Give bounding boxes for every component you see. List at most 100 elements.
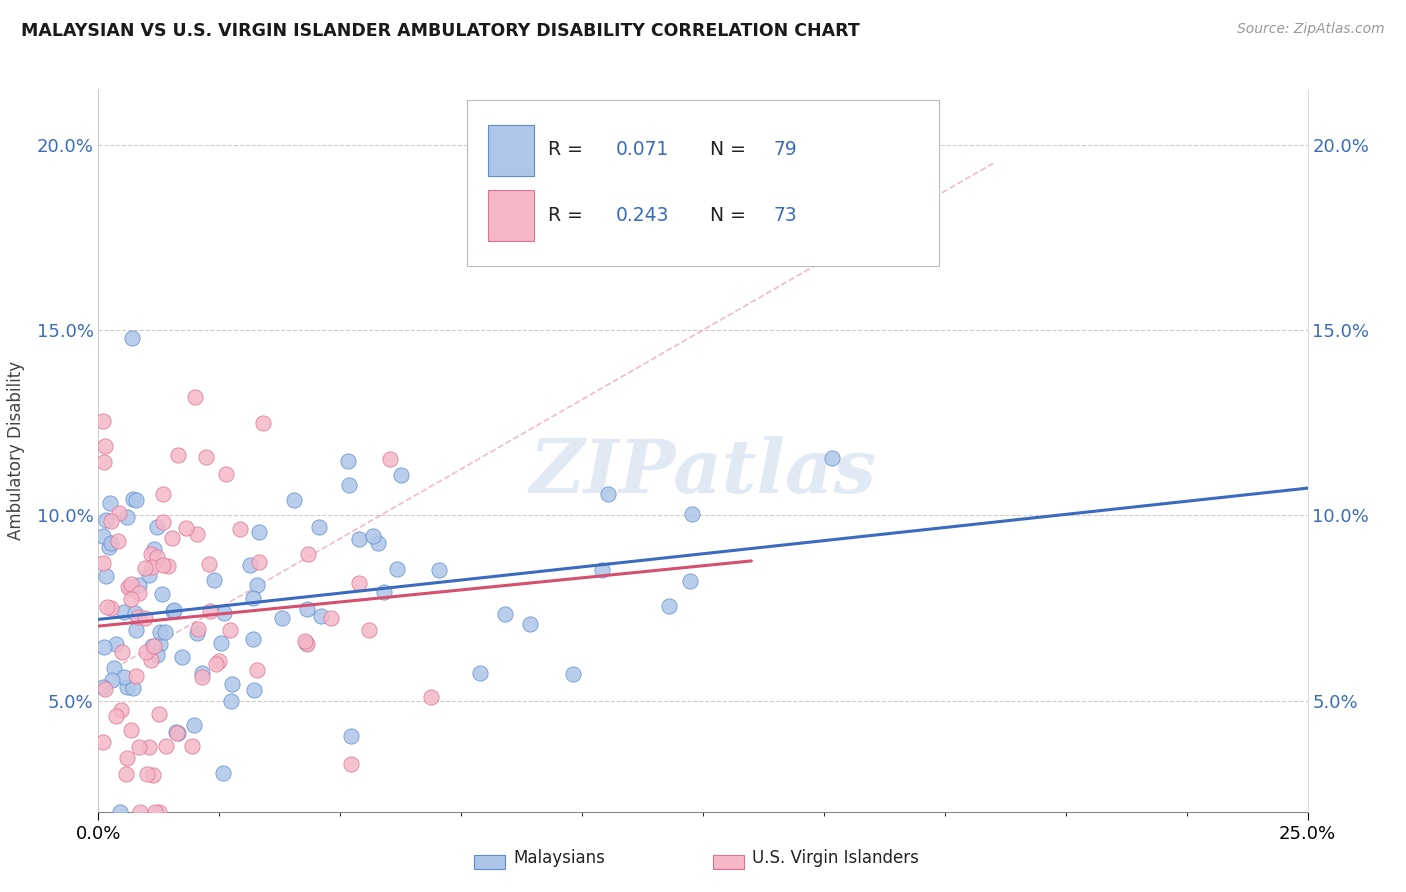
Point [340,757,363,772]
Point [385,562,408,576]
Point [214,606,236,620]
Point [308,519,330,533]
Point [170,650,193,665]
Point [165,725,187,739]
Text: Source: ZipAtlas.com: Source: ZipAtlas.com [1237,22,1385,37]
Point [295,636,318,650]
Point [139,547,162,561]
Point [108,506,131,520]
Point [103,661,125,675]
Point [135,644,157,658]
Point [821,450,844,465]
Point [658,599,681,613]
Point [122,491,145,506]
Point [283,492,305,507]
Point [215,467,238,482]
Point [321,611,343,625]
Point [427,563,450,577]
Point [347,532,370,546]
Point [143,542,166,557]
Text: ZIPatlas: ZIPatlas [530,436,876,508]
Point [596,487,619,501]
Point [156,559,179,574]
Point [519,617,541,632]
Point [120,576,142,591]
Point [340,729,363,743]
Point [98,496,121,510]
Text: MALAYSIAN VS U.S. VIRGIN ISLANDER AMBULATORY DISABILITY CORRELATION CHART: MALAYSIAN VS U.S. VIRGIN ISLANDER AMBULA… [21,22,860,40]
Point [138,739,160,754]
Point [134,561,156,575]
Point [162,532,184,546]
Point [311,609,333,624]
Point [100,536,122,550]
Point [166,726,188,740]
Point [150,587,173,601]
Point [183,390,205,404]
Text: N =: N = [710,206,752,225]
Point [148,805,170,819]
FancyBboxPatch shape [488,126,534,176]
Point [91,680,114,694]
Point [297,547,319,561]
Point [243,683,266,698]
Point [297,637,319,651]
Point [142,767,165,781]
Point [100,673,122,687]
Point [681,507,703,521]
Point [219,694,242,708]
Point [104,709,127,723]
Point [145,520,167,534]
Point [129,805,152,819]
Point [162,604,184,618]
Point [155,739,177,753]
Point [591,563,613,577]
Point [128,739,150,754]
Point [94,439,117,453]
Point [271,610,294,624]
Point [104,637,127,651]
Point [96,569,118,583]
Point [211,765,233,780]
Point [180,739,202,754]
FancyBboxPatch shape [488,190,534,241]
Point [128,586,150,600]
Point [380,452,402,467]
Point [679,574,702,588]
Point [246,663,269,677]
Point [141,640,163,654]
Point [143,639,166,653]
Point [97,540,120,554]
Point [153,625,176,640]
Point [162,603,184,617]
Point [120,592,142,607]
Point [115,680,138,694]
Point [205,657,228,671]
Point [252,417,274,431]
Point [91,529,114,543]
Point [359,624,381,638]
Point [494,607,516,621]
Point [112,670,135,684]
Point [419,690,441,704]
Point [198,558,221,572]
Text: R =: R = [548,206,589,225]
Point [125,624,148,638]
Point [125,669,148,683]
Point [152,515,174,529]
Point [167,448,190,462]
Point [195,450,218,464]
Point [166,726,188,740]
Point [242,591,264,605]
Point [186,527,208,541]
Point [134,611,156,625]
Point [93,640,115,655]
Point [187,623,209,637]
Text: 73: 73 [773,206,797,225]
Point [209,635,232,649]
Point [128,578,150,592]
Point [138,568,160,582]
Point [91,413,114,427]
Point [200,604,222,618]
Point [115,510,138,524]
